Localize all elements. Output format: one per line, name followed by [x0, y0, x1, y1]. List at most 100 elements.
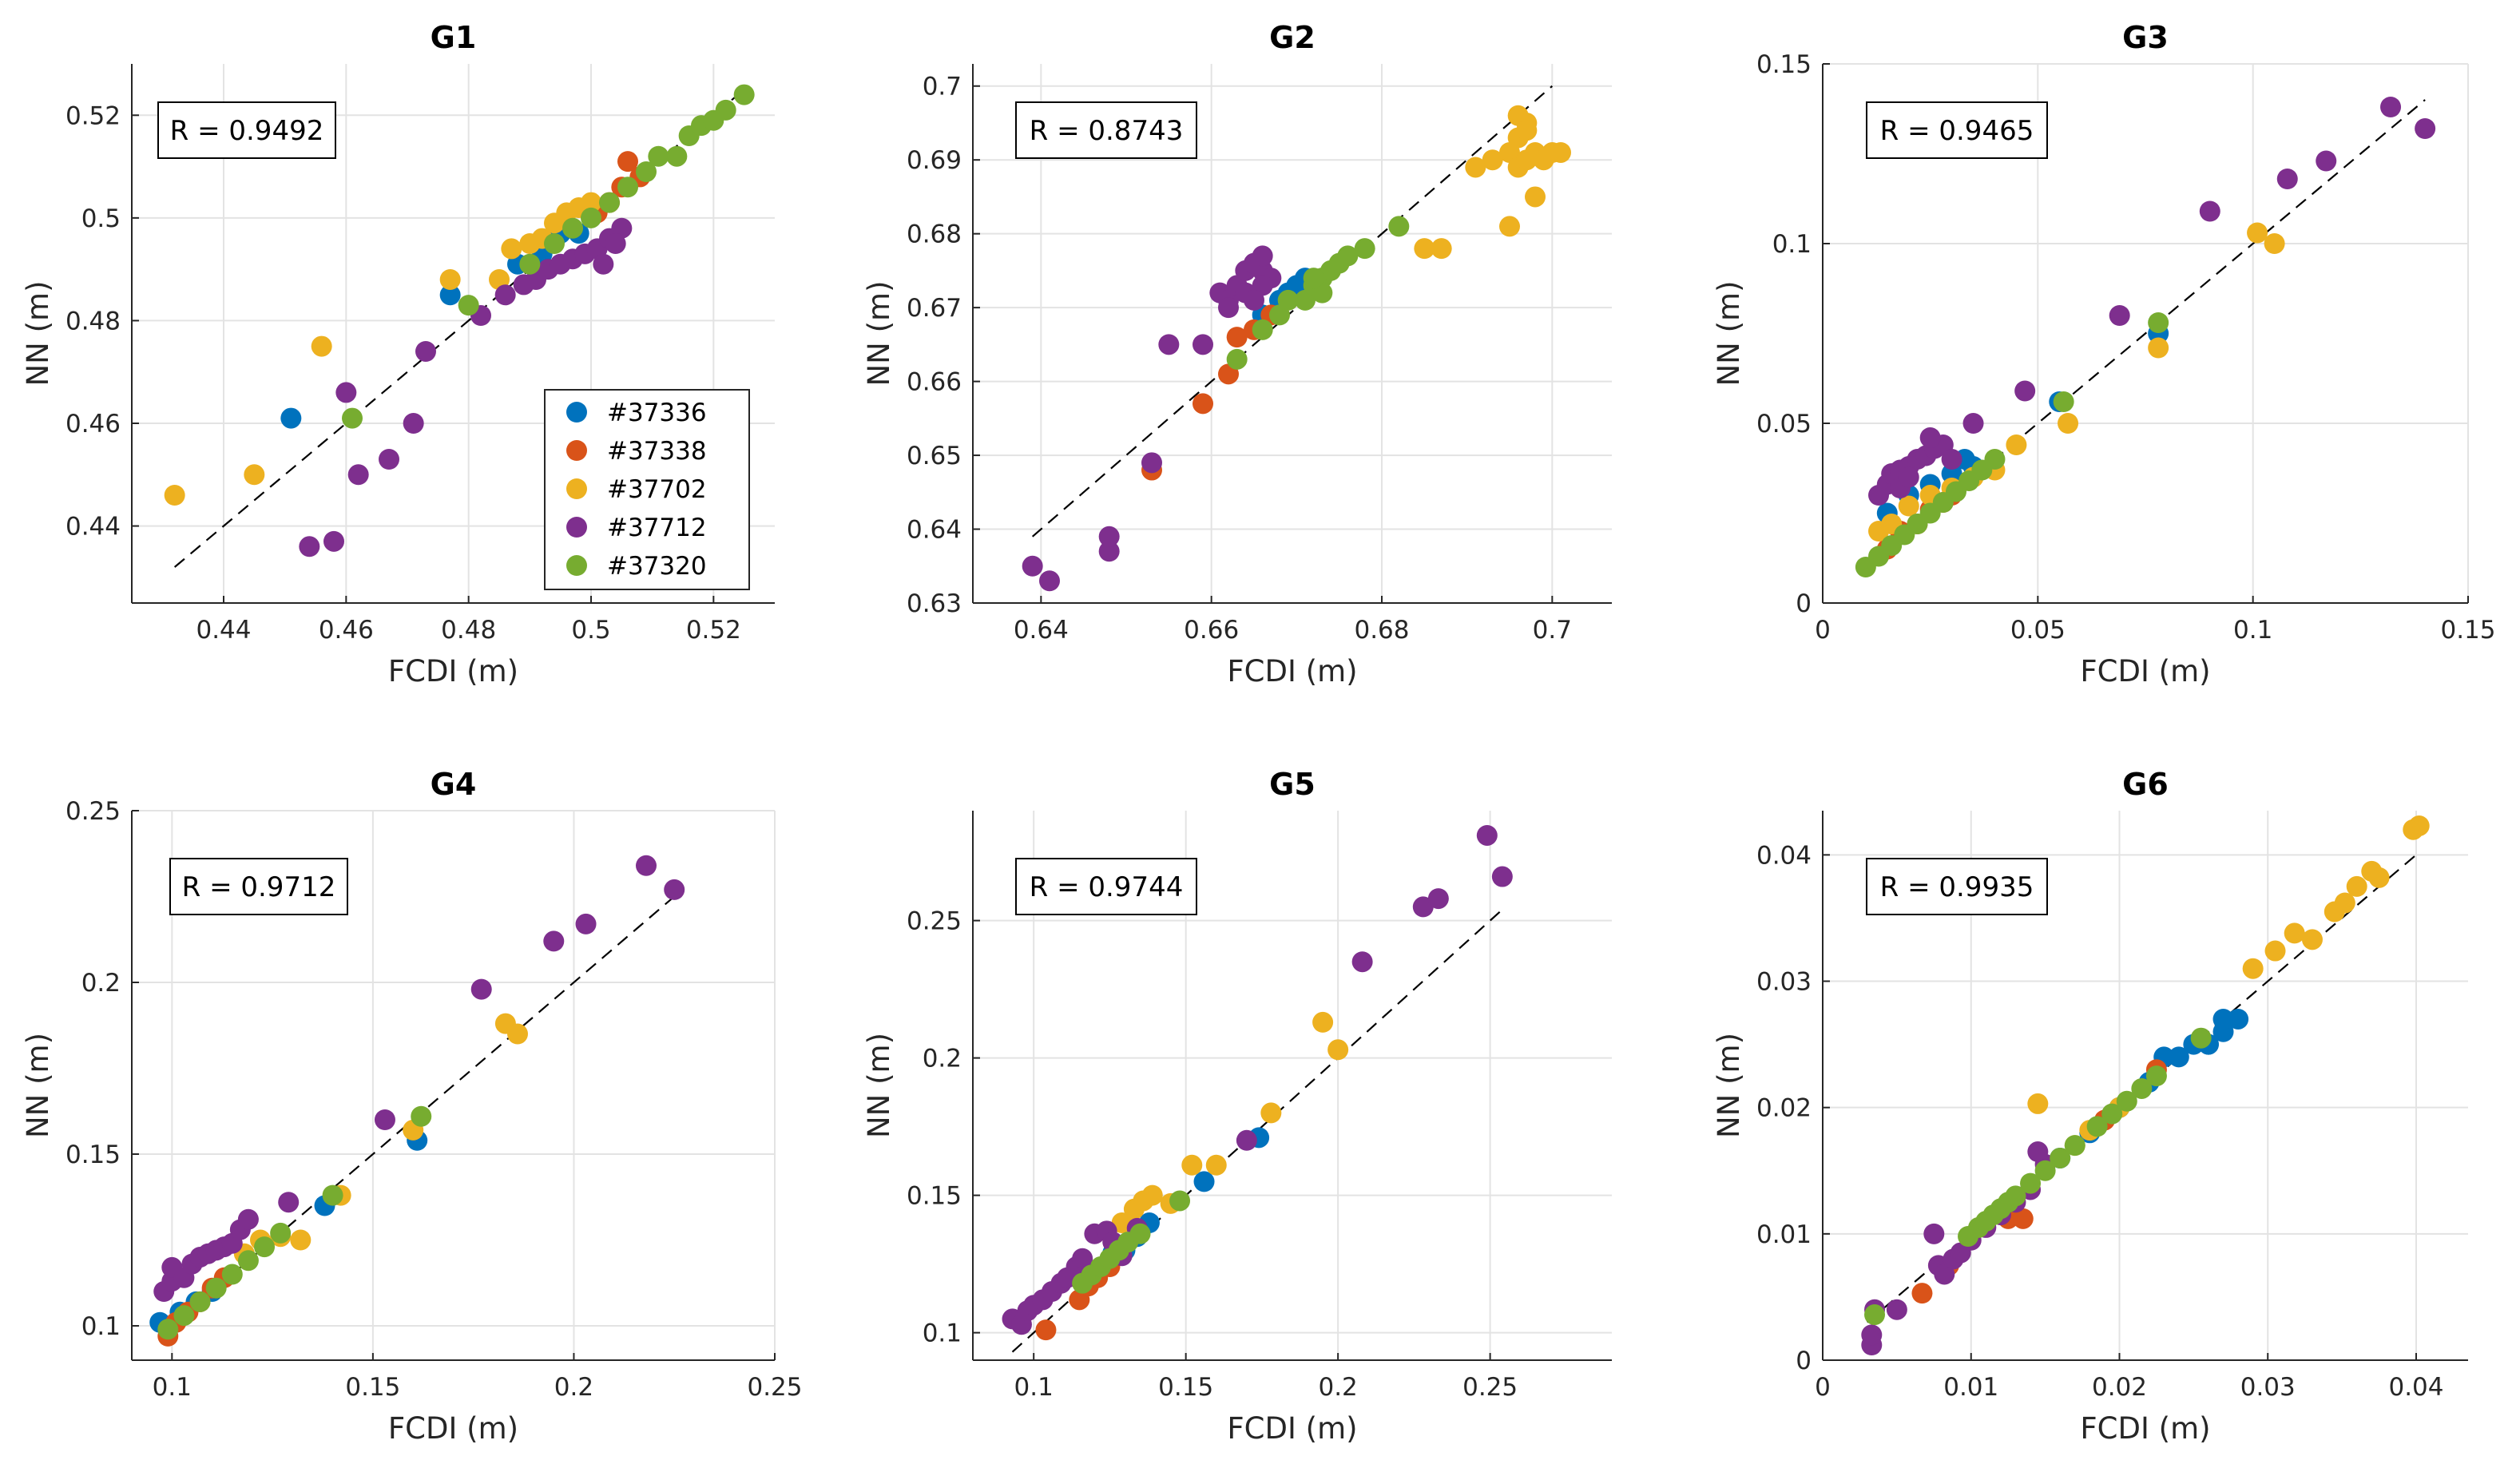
data-point: [543, 930, 565, 952]
y-tick-label: 0.46: [65, 410, 121, 438]
data-point: [2247, 222, 2268, 244]
data-point: [311, 335, 332, 357]
data-point: [1550, 141, 1571, 163]
data-point: [2034, 1160, 2056, 1181]
data-point: [1984, 449, 2006, 470]
data-point: [1941, 449, 1962, 470]
y-tick-label: 0.25: [907, 907, 962, 936]
data-point: [1039, 570, 1060, 592]
x-axis-label: FCDI (m): [388, 654, 518, 688]
data-point: [322, 1184, 343, 1206]
data-point: [244, 464, 265, 486]
data-point: [290, 1229, 312, 1251]
data-point: [2116, 1090, 2137, 1112]
data-point: [1098, 526, 1120, 547]
data-point: [2145, 1065, 2167, 1087]
data-point: [2264, 233, 2285, 254]
data-point: [2408, 815, 2430, 836]
data-point: [1886, 1299, 1907, 1320]
data-point: [617, 177, 638, 198]
data-point: [1327, 1039, 1349, 1061]
x-tick-label: 0.1: [1014, 1373, 1054, 1402]
legend: #37336 #37338 #37702 #37712 #37320: [544, 389, 750, 590]
y-axis-label: NN (m): [862, 1033, 896, 1138]
data-point: [374, 1109, 395, 1130]
y-tick-label: 0.01: [1756, 1220, 1812, 1249]
x-tick-label: 0.25: [1462, 1373, 1518, 1402]
legend-label: #37702: [607, 475, 707, 504]
chart-panel-g1: 0.44 0.46 0.48 0.5 0.52 0.44 0.46 0.48 0.5 0.52 G1…: [21, 20, 775, 688]
y-tick-label: 0.69: [907, 146, 962, 175]
data-point: [1898, 466, 1919, 488]
data-point: [2148, 337, 2169, 359]
x-tick-label: 0.44: [196, 616, 251, 645]
data-point: [501, 238, 522, 260]
y-tick-label: 0.03: [1756, 968, 1812, 997]
data-point: [2148, 312, 2169, 333]
legend-marker: [566, 517, 587, 538]
data-point: [1260, 1102, 1282, 1124]
y-tick-label: 0.64: [907, 516, 962, 545]
data-point: [1226, 348, 1248, 370]
data-point: [715, 99, 736, 121]
chart-title: G3: [2122, 20, 2169, 55]
x-tick-label: 0: [1815, 616, 1831, 645]
x-tick-label: 0.03: [2240, 1373, 2296, 1402]
data-point: [2131, 1077, 2153, 1099]
y-axis-label: NN (m): [1712, 1033, 1746, 1138]
data-point: [575, 913, 597, 934]
data-point: [1941, 463, 1962, 484]
data-point: [2014, 380, 2036, 402]
data-point: [1919, 427, 1941, 448]
data-point: [1244, 289, 1264, 311]
data-point: [1476, 824, 1498, 846]
legend-marker: [566, 440, 587, 461]
data-point: [189, 1291, 211, 1312]
data-point: [1923, 1223, 1945, 1244]
data-point: [379, 449, 399, 470]
correlation-annotation: R = 0.9492: [170, 115, 324, 147]
legend-label: #37320: [607, 552, 707, 581]
data-point: [1022, 555, 1043, 577]
data-point: [2058, 413, 2079, 434]
data-point: [1414, 238, 1435, 260]
data-point: [2276, 169, 2298, 189]
data-point: [1193, 334, 1213, 355]
data-point: [2368, 867, 2390, 888]
x-tick-label: 0.48: [441, 616, 496, 645]
x-tick-label: 0.25: [747, 1373, 802, 1402]
y-tick-label: 0.68: [907, 220, 962, 249]
y-tick-label: 0.67: [907, 294, 962, 323]
data-point: [1482, 149, 1503, 171]
legend-label: #37336: [607, 399, 707, 427]
data-point: [2101, 1103, 2123, 1125]
data-point: [544, 233, 565, 254]
y-tick-label: 0: [1796, 1347, 1812, 1375]
y-axis-label: NN (m): [21, 1033, 55, 1138]
y-tick-label: 0: [1796, 589, 1812, 618]
x-tick-label: 0.68: [1354, 616, 1409, 645]
chart-title: G5: [1269, 767, 1316, 802]
correlation-annotation: R = 0.9465: [1880, 115, 2034, 147]
x-tick-label: 0.7: [1533, 616, 1572, 645]
data-point: [1499, 216, 1520, 237]
data-point: [157, 1319, 179, 1340]
correlation-annotation: R = 0.9712: [182, 871, 336, 903]
annotation-box: [1866, 858, 2048, 915]
y-tick-label: 0.1: [1772, 230, 1812, 259]
data-point: [1516, 120, 1538, 141]
data-point: [254, 1236, 276, 1258]
y-tick-label: 0.65: [907, 442, 962, 470]
y-tick-label: 0.05: [1756, 410, 1812, 438]
legend-marker: [566, 402, 587, 423]
x-tick-label: 0.2: [1318, 1373, 1357, 1402]
y-tick-label: 0.15: [1756, 50, 1812, 79]
data-point: [237, 1250, 259, 1272]
x-axis-label: FCDI (m): [2080, 654, 2210, 688]
y-tick-label: 0.2: [81, 969, 121, 998]
data-point: [581, 192, 601, 213]
chart-panel-g4: 0.1 0.15 0.2 0.25 0.1 0.15 0.2 0.25 G4 FCDI (m) NN…: [21, 767, 803, 1446]
data-point: [164, 485, 185, 506]
data-point: [1898, 495, 1919, 517]
x-tick-label: 0.04: [2388, 1373, 2443, 1402]
